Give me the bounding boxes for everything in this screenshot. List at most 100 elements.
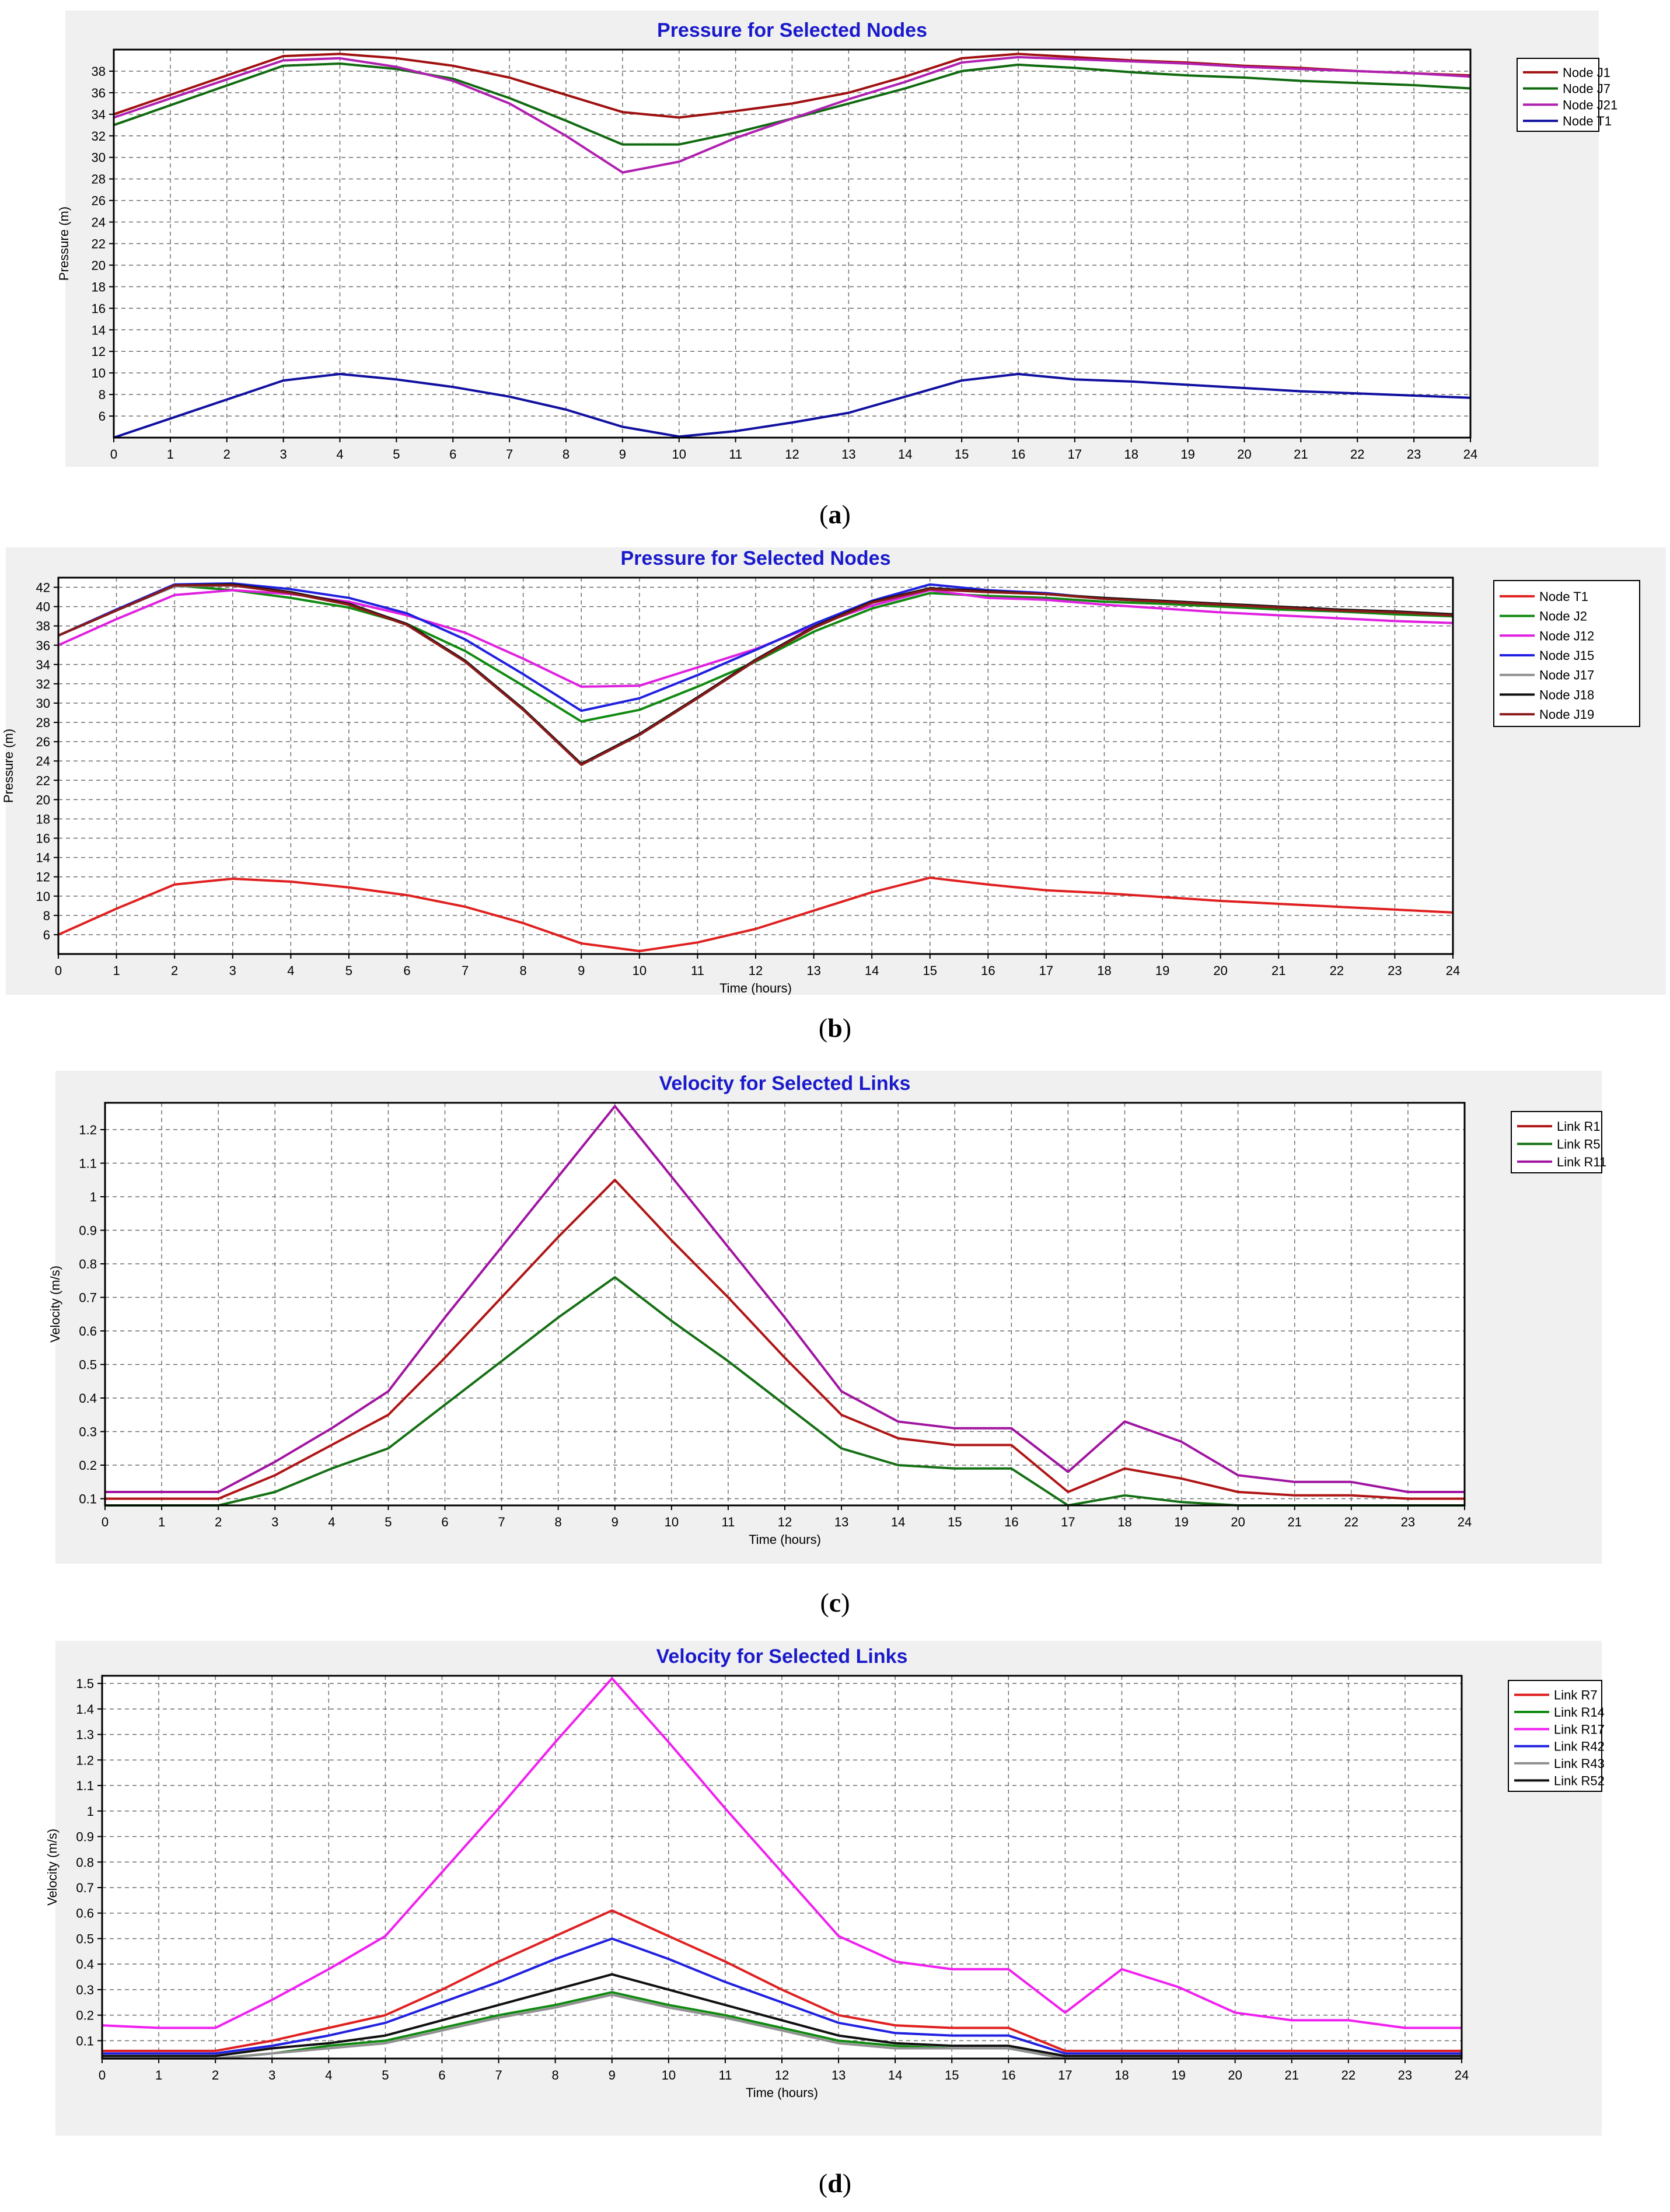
x-tick-label: 13 [841,447,855,462]
y-tick-label: 0.5 [76,1931,94,1946]
y-tick-label: 0.2 [76,2008,94,2023]
series-line-node-j19 [58,584,1454,766]
x-tick-label: 10 [665,1515,679,1529]
x-tick-label: 0 [99,2068,106,2082]
x-tick-label: 13 [831,2068,846,2082]
x-tick-label: 13 [834,1515,848,1529]
plot-frame [101,1675,1463,2060]
y-tick-label: 0.7 [76,1881,94,1895]
x-tick-label: 14 [891,1515,905,1529]
legend-entry: Node J18 [1539,687,1594,702]
y-tick-label: 0.4 [76,1957,94,1972]
legend-entry: Link R14 [1554,1705,1605,1720]
y-tick-label: 0.6 [79,1324,97,1339]
chart-panel-b: Pressure for Selected Nodes 0 1 2 3 4 5 6 7 8 9 10 1… [0,543,1670,995]
y-tick-label: 1.1 [79,1156,97,1171]
legend-entry: Node J1 [1563,65,1610,80]
x-tick-label: 7 [506,447,513,462]
caption-c: (c) [820,1588,850,1617]
y-tick-label: 1.5 [76,1676,94,1691]
y-tick-label: 16 [92,301,106,316]
x-tick-label: 11 [718,2068,732,2082]
y-tick-label: 32 [36,677,50,691]
x-tick-label: 14 [898,447,912,462]
y-tick-label: 40 [36,600,50,614]
caption-a: (a) [819,499,851,529]
x-tick-label: 15 [948,1515,962,1529]
x-axis-label: Time (hours) [746,2085,818,2100]
x-tick-label: 24 [1455,2068,1469,2082]
x-tick-label: 3 [271,1515,278,1529]
x-tick-label: 7 [495,2068,502,2082]
x-tick-label: 17 [1068,447,1082,462]
y-tick-label: 22 [36,773,50,788]
x-tick-label: 17 [1058,2068,1072,2082]
y-tick-label: 14 [36,851,50,865]
y-axis-label: Pressure (m) [1,729,16,803]
y-tick-label: 34 [92,107,106,122]
x-tick-label: 22 [1330,963,1344,978]
y-tick-label: 6 [99,409,106,424]
y-tick-label: 6 [43,928,50,942]
x-tick-label: 12 [778,1515,792,1529]
legend-entry: Link R42 [1554,1739,1605,1754]
x-tick-label: 12 [749,963,763,978]
x-tick-label: 22 [1341,2068,1355,2082]
y-axis-label: Pressure (m) [57,207,71,281]
series-line-link-r7 [102,1909,1462,2052]
y-tick-label: 8 [43,908,50,923]
x-tick-label: 24 [1463,447,1477,462]
caption-d: (d) [818,2168,852,2198]
legend-entry: Node T1 [1563,114,1612,128]
x-tick-label: 20 [1231,1515,1245,1529]
y-tick-label: 36 [92,86,106,100]
y-tick-label: 1 [90,1190,97,1204]
x-tick-label: 15 [923,963,937,978]
y-tick-label: 0.2 [79,1458,97,1473]
x-tick-label: 0 [55,963,62,978]
x-tick-label: 16 [1004,1515,1018,1529]
x-tick-label: 2 [171,963,178,978]
y-tick-label: 14 [92,323,106,337]
x-tick-label: 14 [865,963,879,978]
y-tick-label: 20 [92,258,106,272]
series-line-link-r42 [102,1937,1462,2055]
x-tick-label: 8 [555,1515,562,1529]
x-tick-label: 6 [441,1515,448,1529]
legend-entry: Node J7 [1563,82,1610,96]
x-tick-label: 4 [336,447,343,462]
y-tick-label: 0.9 [76,1830,94,1844]
y-tick-label: 26 [36,735,50,749]
x-tick-label: 20 [1213,963,1227,978]
chart-panel-c: Velocity for Selected Links 0 1 2 3 4 5 6 7 8 9 10 1… [0,1068,1670,1564]
x-tick-label: 9 [619,447,626,462]
x-tick-label: 13 [806,963,820,978]
x-tick-label: 1 [113,963,120,978]
x-tick-label: 4 [325,2068,332,2082]
x-tick-label: 9 [612,1515,619,1529]
legend-entry: Link R17 [1554,1722,1605,1736]
y-tick-label: 24 [92,215,106,230]
y-tick-label: 42 [36,581,50,595]
y-tick-label: 8 [99,387,106,402]
legend-entry: Node J12 [1539,628,1594,643]
y-tick-label: 20 [36,792,50,807]
x-tick-label: 19 [1174,1515,1188,1529]
y-tick-label: 12 [92,344,106,359]
x-tick-label: 22 [1344,1515,1358,1529]
x-tick-label: 16 [1001,2068,1015,2082]
x-tick-label: 5 [385,1515,392,1529]
x-tick-label: 7 [462,963,469,978]
x-tick-label: 15 [955,447,969,462]
chart-panel-a: Pressure for Selected Nodes 0 1 2 3 4 5 6 7 8 9 10 1… [0,0,1670,467]
y-tick-label: 1.2 [76,1753,94,1767]
series-line-node-t1 [113,373,1471,439]
x-tick-label: 10 [662,2068,676,2082]
x-tick-label: 22 [1350,447,1364,462]
chart-title: Velocity for Selected Links [659,1072,911,1095]
y-tick-label: 22 [92,237,106,251]
x-tick-label: 8 [520,963,527,978]
y-axis-label: Velocity (m/s) [45,1829,60,1906]
